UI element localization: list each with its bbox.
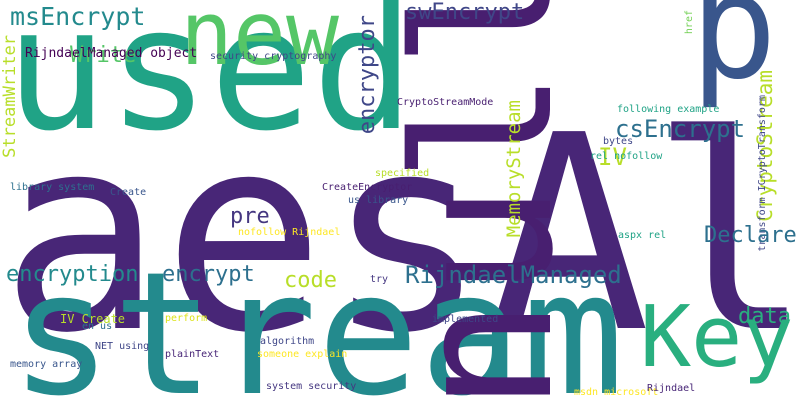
word-stream: stream xyxy=(10,236,625,400)
word-key: Key xyxy=(640,288,794,387)
word-createencryptor: CreateEncryptor xyxy=(322,182,413,193)
word-swencrypt: swEncrypt xyxy=(405,0,525,25)
word-data: data xyxy=(738,304,791,329)
word-p: p xyxy=(690,0,778,112)
word-declare: Declare xyxy=(704,223,797,248)
word-rijndaelmanaged: RijndaelManaged xyxy=(405,261,622,289)
word-algorithm: algorithm xyxy=(260,336,315,347)
word-aesalg: aesAlg xyxy=(0,77,800,392)
word-en-us: en us xyxy=(82,321,113,332)
word-new: new xyxy=(180,0,339,85)
word-aspx-rel: aspx rel xyxy=(618,230,667,241)
word-rel-nofollow: rel nofollow xyxy=(590,151,663,162)
word-pre: pre xyxy=(230,204,270,229)
word-us-library: us library xyxy=(348,195,409,206)
word-msencrypt: msEncrypt xyxy=(10,2,146,31)
word-code: code xyxy=(284,268,337,293)
word-someone-explain: someone explain xyxy=(257,349,348,360)
word-memory-array: memory array xyxy=(10,359,83,370)
word-nofollow-rijndael: nofollow Rijndael xyxy=(238,227,341,238)
word-net-using: NET using xyxy=(95,341,150,352)
word-encryption: encryption xyxy=(6,262,139,287)
word-library-system: library system xyxy=(10,182,95,193)
word-used: used xyxy=(5,0,415,169)
word-write: Write xyxy=(70,43,137,68)
word-rijndael: Rijndael xyxy=(647,383,696,394)
word-plaintext: plainText xyxy=(165,349,220,360)
word-href: href xyxy=(684,10,695,35)
word-csencrypt: csEncrypt xyxy=(615,115,746,143)
word-msdn-microsoft: msdn microsoft xyxy=(574,387,659,398)
word-bytes: bytes xyxy=(603,136,634,147)
word-null: null xyxy=(374,0,595,400)
word-create: Create xyxy=(110,187,147,198)
word-security-cryptography: security cryptography xyxy=(210,51,337,62)
word-perform: perform xyxy=(165,313,208,324)
word-encrypt: encrypt xyxy=(162,262,255,287)
word-rijndaelmanaged-object: RijndaelManaged object xyxy=(25,46,198,61)
word-implemented: implemented xyxy=(432,314,499,325)
word-try: try xyxy=(370,274,389,285)
word-system-security: system security xyxy=(266,381,357,392)
word-memorystream: MemoryStream xyxy=(503,100,525,238)
word-iv-create: IV Create xyxy=(60,312,126,326)
word-cryptostreammode: CryptoStreamMode xyxy=(397,97,494,108)
word-streamwriter: StreamWriter xyxy=(0,35,20,158)
word-iv: IV xyxy=(598,143,627,171)
word-following-example: following example xyxy=(617,104,720,115)
word-specified: specified xyxy=(375,168,430,179)
word-encryptor: encryptor xyxy=(355,15,380,135)
